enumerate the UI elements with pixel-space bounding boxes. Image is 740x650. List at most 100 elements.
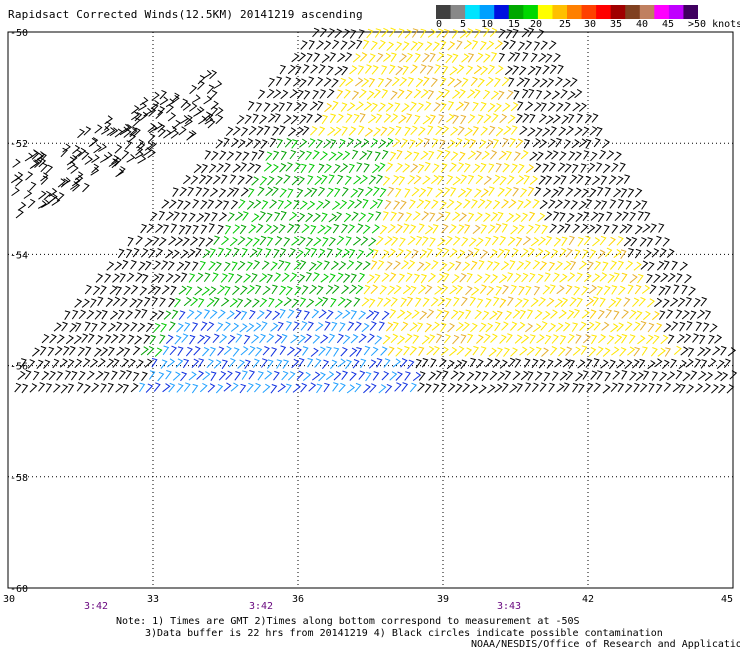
wind-barb — [428, 334, 436, 344]
wind-barb — [172, 119, 181, 129]
wind-barb — [491, 113, 499, 123]
wind-barb — [374, 151, 381, 162]
wind-barb — [160, 322, 168, 333]
wind-barb — [266, 273, 274, 284]
wind-barbs — [11, 27, 738, 394]
wind-barb — [209, 69, 218, 80]
wind-barb — [655, 322, 663, 333]
wind-barb — [270, 102, 279, 113]
wind-barb — [41, 371, 50, 381]
wind-barb — [496, 347, 503, 357]
wind-barb — [298, 357, 305, 368]
wind-barb — [576, 297, 583, 308]
wind-barb — [170, 285, 177, 296]
wind-barb — [259, 333, 267, 344]
wind-barb — [274, 211, 281, 222]
wind-barb — [74, 174, 84, 184]
wind-barb — [274, 334, 283, 344]
wind-barb — [565, 284, 573, 295]
wind-barb — [286, 346, 296, 356]
wind-barb — [93, 144, 102, 154]
wind-barb — [170, 223, 178, 233]
wind-barb — [329, 139, 337, 149]
wind-barb — [198, 174, 207, 184]
wind-barb — [683, 333, 692, 343]
wind-barb — [136, 139, 145, 149]
wind-barb — [66, 156, 76, 166]
wind-barb — [485, 357, 493, 368]
wind-barb — [327, 28, 335, 38]
wind-barb — [182, 101, 192, 111]
wind-barb — [11, 187, 20, 197]
wind-barb — [249, 309, 256, 320]
wind-barb — [90, 298, 97, 308]
wind-barb — [515, 138, 524, 148]
wind-barb — [504, 65, 513, 76]
wind-barb — [320, 334, 329, 344]
wind-barb — [498, 52, 506, 63]
wind-barb — [572, 382, 579, 393]
wind-barb — [460, 174, 468, 185]
wind-barb — [450, 151, 459, 161]
wind-barb — [349, 347, 358, 357]
wind-barb — [650, 347, 658, 357]
wind-barb — [363, 345, 371, 356]
wind-barb — [476, 334, 484, 344]
wind-barb — [240, 126, 249, 137]
wind-barb — [432, 163, 440, 173]
wind-barb — [663, 323, 672, 333]
wind-barb — [386, 41, 395, 51]
wind-barb — [409, 382, 417, 393]
wind-barb — [407, 77, 415, 87]
wind-barb — [594, 224, 602, 234]
wind-barb — [208, 286, 217, 296]
wind-barb — [48, 370, 56, 381]
wind-barb — [292, 383, 301, 393]
wind-barb — [246, 261, 254, 271]
wind-barb — [193, 108, 202, 117]
wind-barb — [247, 100, 255, 111]
wind-barb — [122, 322, 130, 332]
wind-barb — [384, 236, 393, 246]
wind-barb — [472, 163, 481, 174]
wind-barb — [513, 52, 521, 62]
wind-barb — [675, 369, 683, 380]
wind-barb — [416, 322, 424, 332]
wind-barb — [495, 285, 503, 296]
wind-barb — [559, 247, 567, 258]
wind-barb — [300, 321, 308, 331]
wind-barb — [112, 358, 120, 368]
wind-barb — [308, 382, 317, 392]
wind-barb — [323, 77, 332, 87]
wind-barb — [502, 163, 510, 173]
wind-barb — [451, 29, 459, 39]
wind-barb — [421, 358, 429, 368]
wind-barb — [439, 382, 447, 393]
wind-barb — [643, 249, 652, 259]
wind-barb — [624, 359, 633, 369]
wind-barb — [481, 150, 490, 160]
wind-barb — [597, 309, 605, 320]
wind-barb — [436, 149, 444, 160]
wind-barb — [266, 88, 275, 99]
wind-barb — [89, 358, 99, 368]
wind-barb — [378, 102, 386, 112]
wind-barb — [334, 211, 343, 222]
wind-barb — [77, 128, 85, 139]
wind-barb — [580, 345, 588, 355]
wind-barb — [534, 371, 543, 381]
wind-barb — [333, 347, 340, 357]
wind-barb — [150, 103, 159, 113]
wind-barb — [452, 334, 460, 345]
wind-barb — [138, 382, 146, 393]
wind-barb — [194, 310, 203, 320]
wind-barb — [207, 199, 215, 209]
wind-barb — [284, 76, 292, 86]
wind-barb — [524, 382, 532, 392]
wind-barb — [575, 212, 584, 222]
colorbar-label: 20 — [530, 19, 543, 30]
wind-barb — [610, 260, 618, 270]
wind-barb — [229, 298, 238, 308]
wind-barb — [558, 126, 567, 136]
wind-barb — [347, 102, 356, 112]
